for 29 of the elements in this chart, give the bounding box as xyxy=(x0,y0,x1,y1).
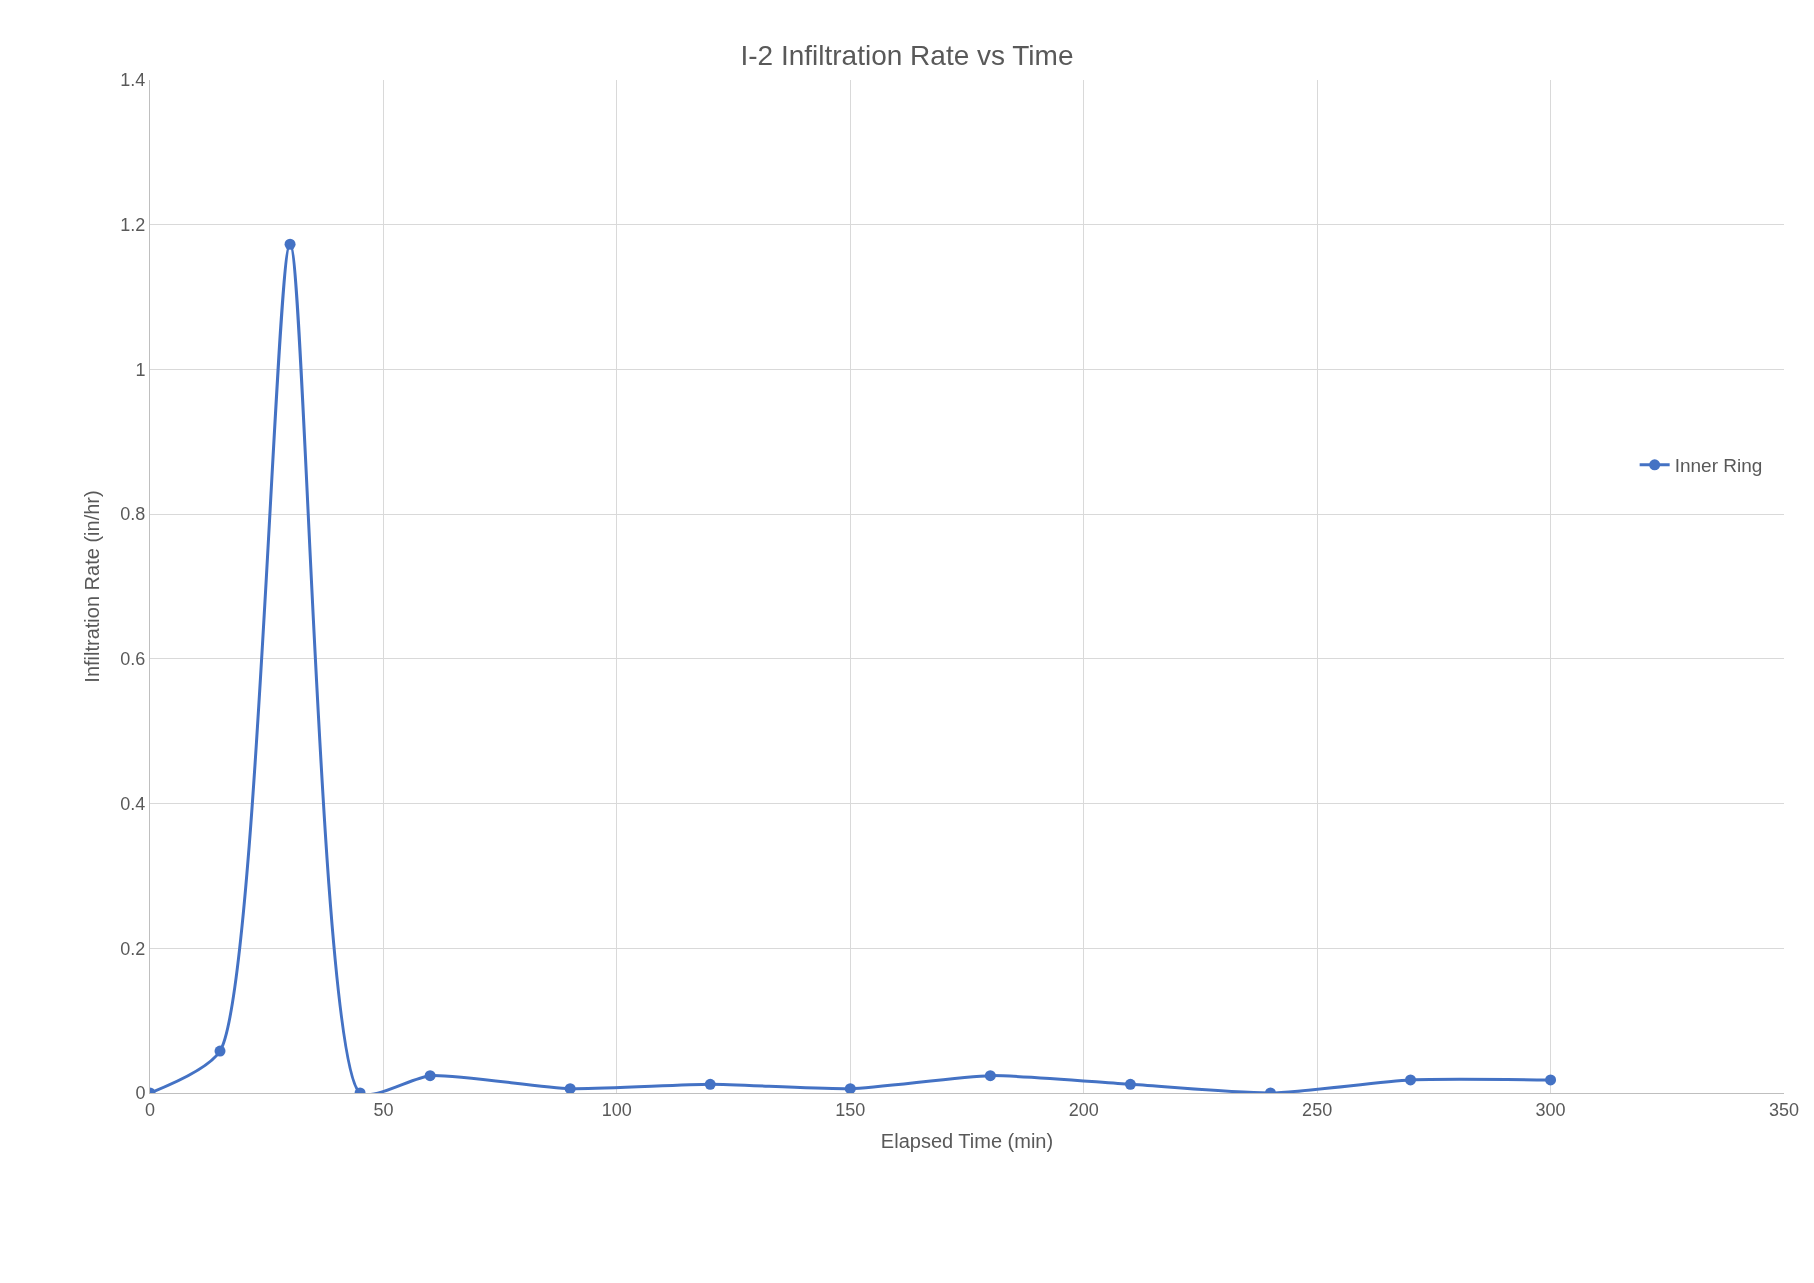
point xyxy=(704,1078,716,1090)
x-axis-title: Elapsed Time (min) xyxy=(880,1130,1054,1153)
y-tick-label: 1.2 xyxy=(120,215,146,236)
legend-label: Inner Ring xyxy=(1674,455,1763,477)
y-tick-label: 1.4 xyxy=(120,70,146,91)
x-tick-label: 50 xyxy=(373,1099,394,1120)
x-tick-label: 300 xyxy=(1535,1099,1566,1120)
point xyxy=(424,1070,436,1082)
point xyxy=(1545,1074,1557,1086)
point xyxy=(284,238,296,250)
y-tick-label: 0.6 xyxy=(120,649,146,670)
y-tick-label: 0 xyxy=(135,1083,146,1104)
point xyxy=(984,1070,996,1082)
y-tick-label: 1 xyxy=(135,359,146,380)
y-axis-title: Infiltration Rate (in/hr) xyxy=(80,490,103,683)
x-tick-label: 200 xyxy=(1068,1099,1099,1120)
x-tick-label: 350 xyxy=(1768,1099,1800,1120)
point xyxy=(844,1083,856,1093)
x-tick-label: 100 xyxy=(601,1099,632,1120)
y-tick-label: 0.2 xyxy=(120,938,146,959)
point xyxy=(1405,1074,1417,1086)
y-tick-label: 0.8 xyxy=(120,504,146,525)
point xyxy=(1124,1078,1136,1090)
point xyxy=(564,1083,576,1093)
y-tick-label: 0.4 xyxy=(120,793,146,814)
x-tick-label: 150 xyxy=(835,1099,866,1120)
x-tick-label: 250 xyxy=(1302,1099,1333,1120)
chart-title: I-2 Infiltration Rate vs Time xyxy=(740,39,1074,71)
point xyxy=(214,1045,226,1057)
